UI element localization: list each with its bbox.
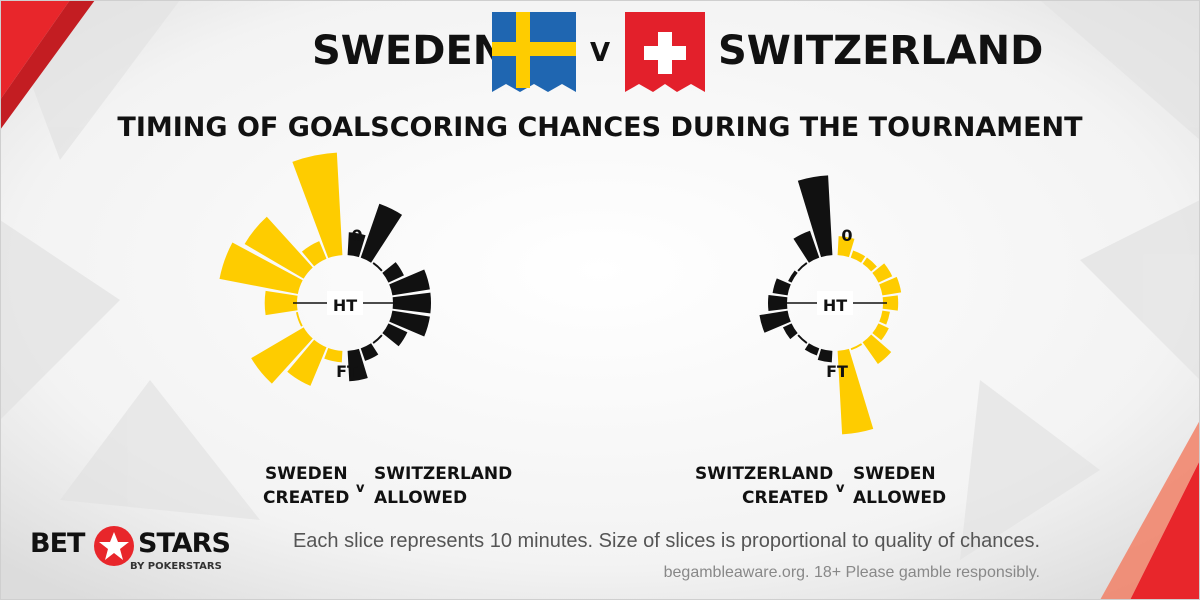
chart2-right-slice-1 (837, 236, 855, 258)
chart1-marker-ht: HT (333, 296, 357, 315)
chart2-left-slice-7 (772, 278, 791, 296)
chart2-right-slice-10 (850, 343, 863, 351)
switzerland-flag-icon (625, 12, 705, 92)
chart1-left-slice-9 (292, 152, 343, 259)
chart2-marker-0: 0 (841, 226, 852, 245)
chart2-right-slice-9 (862, 334, 892, 365)
chart1-right-slice-8 (382, 323, 408, 347)
chart2-right-slice-2 (850, 250, 866, 263)
chart1-left-slice-7 (244, 216, 313, 279)
chart1-left-slice-6 (219, 242, 303, 294)
star-icon (94, 526, 134, 566)
chart2-right-slice-6 (882, 295, 899, 311)
chart2-right-slice-8 (872, 323, 889, 341)
chart2-right-label-line1: SWEDEN (853, 464, 936, 484)
chart1-marker-0: 0 (351, 226, 362, 245)
logo-text-stars: STARS (138, 528, 231, 559)
chart1-left-slice-3 (251, 327, 313, 384)
chart1-v-label: v (356, 481, 365, 496)
chart2-right-slice-4 (872, 263, 893, 283)
chart2-left-slice-2 (804, 343, 820, 356)
chart2-left-slice-10 (793, 230, 820, 263)
chart1-right-slice-2 (360, 203, 403, 263)
chart1-right-slice-4 (382, 262, 404, 283)
chart-subtitle: TIMING OF GOALSCORING CHANCES DURING THE… (117, 112, 1083, 143)
chart2-left-slice-9 (797, 262, 808, 272)
chart1-left-label-line1: SWEDEN (265, 464, 348, 484)
chart2-right-slice-5 (879, 276, 902, 296)
chart2-left-label-line2: CREATED (742, 488, 829, 508)
gambling-disclaimer: begambleaware.org. 18+ Please gamble res… (663, 564, 1040, 581)
chart1-left-slice-1 (324, 347, 343, 363)
chart2-left-slice-8 (788, 270, 798, 283)
chart2-left-slice-5 (759, 310, 791, 333)
chart1-right-slice-1 (347, 232, 366, 258)
chart2-right-label-line2: ALLOWED (853, 488, 947, 508)
chart1-right-slice-5 (389, 269, 430, 296)
chart2-left-slice-1 (817, 348, 833, 363)
chart2-marker-ft: FT (826, 362, 848, 381)
versus-label: V (590, 38, 611, 68)
chart1-left-slice-5 (264, 290, 298, 316)
chart2-left-slice-3 (797, 334, 808, 344)
chart2-marker-ht: HT (823, 296, 847, 315)
radial-chart-1: 0 HT FT (219, 152, 431, 386)
sweden-flag-icon (492, 12, 576, 92)
radial-chart-2: 0 HT FT (759, 175, 902, 435)
chart1-left-slice-2 (287, 339, 327, 386)
chart2-v-label: v (836, 481, 845, 496)
chart2-right-slice-7 (879, 310, 890, 325)
chart2-left-slice-11 (797, 175, 833, 258)
chart2-right-slice-3 (862, 257, 877, 272)
chart1-right-slice-9 (372, 334, 383, 344)
chart-caption: Each slice represents 10 minutes. Size o… (292, 530, 1040, 552)
logo-text-bet: BET (30, 528, 85, 559)
chart1-right-label-line1: SWITZERLAND (374, 464, 513, 484)
chart1-marker-ft: FT (336, 362, 358, 381)
chart2-left-slice-6 (767, 294, 788, 312)
chart1-left-slice-4 (295, 312, 303, 327)
chart2-right-slice-11 (837, 348, 874, 435)
chart1-left-label-line2: CREATED (263, 488, 350, 508)
chart1-right-slice-11 (347, 348, 368, 382)
team-a-name: SWEDEN (312, 28, 507, 74)
logo-subtext: BY POKERSTARS (130, 561, 222, 572)
chart1-left-slice-8 (301, 241, 327, 267)
chart1-right-slice-3 (372, 262, 383, 272)
chart2-left-label-line1: SWITZERLAND (695, 464, 834, 484)
chart1-right-slice-7 (389, 310, 430, 337)
team-b-name: SWITZERLAND (718, 28, 1044, 74)
chart1-right-slice-6 (392, 292, 431, 314)
chart2-left-slice-4 (782, 323, 798, 340)
chart1-right-slice-10 (360, 343, 379, 361)
chart1-right-label-line2: ALLOWED (374, 488, 468, 508)
